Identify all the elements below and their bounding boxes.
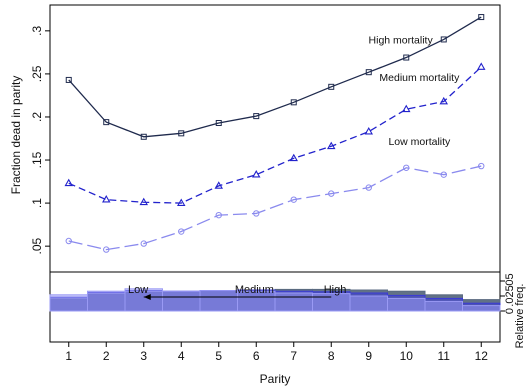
series-point <box>365 69 372 76</box>
series-point <box>328 83 335 90</box>
series-line <box>68 165 482 251</box>
histogram-bar-low <box>387 297 426 312</box>
series-point <box>478 14 485 21</box>
series-point <box>403 164 410 171</box>
series-line <box>68 16 482 138</box>
top-panel: .05 .1 .15 .2 .25 .3 High mortality Medium mort… <box>30 4 501 273</box>
series-point <box>328 190 335 197</box>
x-tick-label: 7 <box>290 349 297 363</box>
series-point <box>64 178 73 187</box>
series-point <box>177 198 186 206</box>
histogram-y-tick-label: .025 <box>504 285 516 306</box>
series-point <box>402 104 411 113</box>
series-point <box>364 126 373 135</box>
x-tick-label: 3 <box>140 349 147 363</box>
histogram-arrow-head <box>143 294 151 300</box>
histogram-bar-low <box>49 294 88 312</box>
series-point <box>253 210 260 217</box>
series-point <box>102 195 111 203</box>
histogram-bar-low <box>199 290 238 312</box>
histogram-bar-low <box>87 290 126 312</box>
x-tick-label: 11 <box>438 349 451 363</box>
series-point <box>139 197 148 206</box>
histogram-bar-low <box>349 295 388 312</box>
histogram-arrow-label: High <box>324 284 347 296</box>
series-point <box>103 119 110 126</box>
histogram-bar-low <box>162 290 201 312</box>
series-point <box>440 171 447 178</box>
series-point <box>140 133 147 140</box>
series-point <box>253 113 260 120</box>
series-point <box>214 181 223 189</box>
histogram-arrow-label: Medium <box>235 284 274 296</box>
y-tick-label: .3 <box>30 26 44 36</box>
series-point <box>252 170 261 178</box>
series-point <box>178 130 185 137</box>
y-axis-label: Fraction dead in parity <box>9 76 23 195</box>
x-tick-label: 6 <box>253 349 260 363</box>
y-tick-label: .1 <box>30 198 44 208</box>
series-point <box>178 228 185 235</box>
histogram-bar-low <box>274 292 313 312</box>
series-point <box>215 211 222 219</box>
series-point <box>65 237 72 245</box>
histogram-y-tick-label: 0 <box>504 308 516 314</box>
x-tick-label: 8 <box>328 349 335 363</box>
series-point <box>403 54 410 61</box>
series-point <box>477 62 486 70</box>
series-line <box>68 66 482 204</box>
series-label: High mortality <box>369 35 434 47</box>
x-axis-label: Parity <box>260 372 291 386</box>
histogram-y-tick-label: .05 <box>504 273 516 288</box>
x-tick-label: 4 <box>178 349 185 363</box>
x-tick-label: 9 <box>365 349 372 363</box>
series-label: Low mortality <box>388 136 451 148</box>
y-tick-label: .25 <box>30 65 44 82</box>
series-point <box>140 240 147 247</box>
series-point <box>289 153 298 162</box>
x-tick-label: 5 <box>215 349 222 363</box>
x-tick-label: 2 <box>103 349 110 363</box>
series-point <box>215 119 222 126</box>
histogram-bar-low <box>462 305 501 312</box>
histogram-bar-low <box>312 293 351 312</box>
y-tick-label: .2 <box>30 112 44 122</box>
histogram-y-axis-label: Relative freq. <box>514 284 526 349</box>
series-point <box>290 99 297 106</box>
series-point <box>439 96 448 105</box>
series-point <box>65 76 72 83</box>
series-point <box>290 196 297 203</box>
series-point <box>103 246 110 253</box>
series-point <box>365 184 372 191</box>
x-tick-label: 12 <box>475 349 489 363</box>
histogram-arrow-label: Low <box>128 284 148 296</box>
histogram-bar-low <box>424 300 463 312</box>
y-tick-label: .05 <box>30 237 44 254</box>
series-point <box>478 162 485 170</box>
x-tick-label: 1 <box>65 349 72 363</box>
series-label: Medium mortality <box>379 72 460 84</box>
y-tick-label: .15 <box>30 151 44 168</box>
series-point <box>327 141 336 150</box>
series-point <box>440 36 447 43</box>
x-tick-label: 10 <box>400 349 414 363</box>
